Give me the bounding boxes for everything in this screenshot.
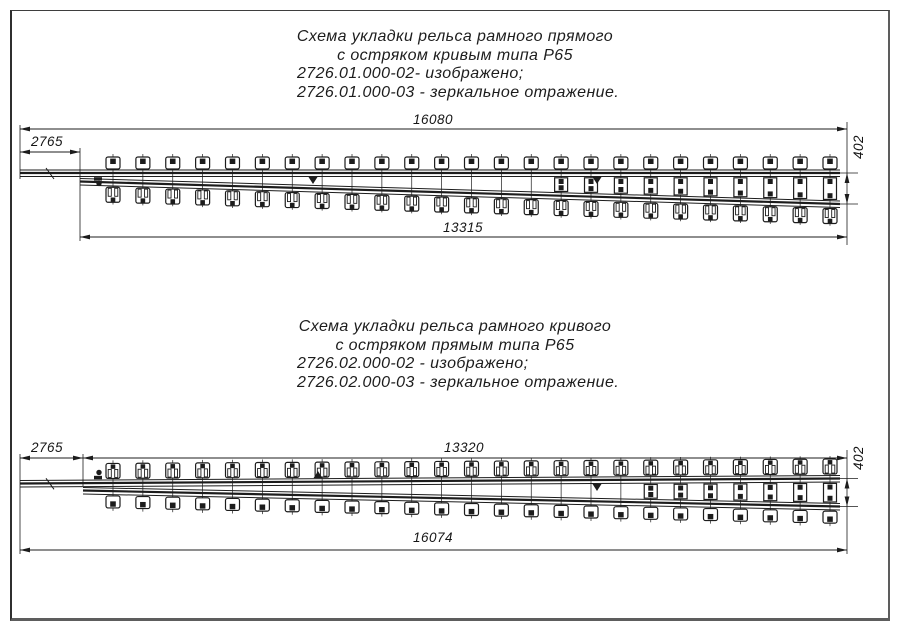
point-root-marker — [94, 469, 102, 480]
sleepers — [105, 456, 838, 527]
dim-span-1: 13315 — [442, 220, 484, 235]
sleeper — [463, 154, 480, 216]
sleeper — [165, 154, 181, 207]
diagram2-title-line1: Схема укладки рельса рамного кривого — [298, 318, 612, 335]
sleeper — [135, 460, 151, 512]
anticreeper-markers — [313, 471, 602, 491]
sleeper — [792, 154, 808, 225]
sleeper — [493, 154, 509, 216]
diagram2-title-line4: 2726.02.000-03 - зеркальное отражение. — [297, 373, 620, 391]
sleeper — [493, 458, 509, 520]
sleeper — [254, 154, 270, 209]
sleeper — [702, 456, 719, 524]
sleeper — [673, 456, 689, 523]
sleeper — [523, 457, 539, 520]
sleepers — [105, 154, 838, 226]
sleeper — [284, 154, 300, 210]
sleeper — [344, 154, 360, 212]
sleeper — [105, 154, 121, 205]
sleeper — [673, 154, 689, 222]
diagram2-title: Схема укладки рельса рамного кривого с о… — [240, 318, 670, 392]
rails — [20, 167, 841, 208]
diagram1-title: Схема укладки рельса рамного прямого с о… — [240, 28, 670, 102]
sleeper — [643, 457, 659, 523]
sleeper — [822, 154, 838, 226]
dim-total-length-2: 16074 — [412, 530, 454, 545]
sleeper — [762, 456, 778, 525]
sleeper — [195, 459, 211, 513]
sleeper — [732, 154, 748, 224]
sleeper — [135, 154, 151, 206]
dim-left-segment-2: 2765 — [30, 440, 64, 455]
sleeper — [404, 458, 420, 518]
sleeper — [613, 154, 629, 220]
sleeper — [195, 154, 211, 208]
sleeper — [314, 154, 330, 211]
dim-end-offset-2: 402 — [851, 445, 866, 471]
sleeper — [434, 458, 450, 518]
sleeper — [105, 460, 121, 511]
diagram1-title-line4: 2726.01.000-03 - зеркальное отражение. — [297, 83, 620, 101]
sleeper — [374, 154, 390, 213]
sleeper — [434, 154, 450, 215]
sleeper — [762, 154, 778, 224]
sleeper — [224, 459, 241, 514]
sleeper — [314, 459, 330, 516]
sleeper — [643, 154, 659, 221]
sleeper — [344, 458, 360, 516]
dim-span-2: 13320 — [443, 440, 485, 455]
dimension-lines — [19, 450, 858, 554]
sleeper — [583, 457, 599, 522]
diagram1-title-line3: 2726.01.000-02- изображено; — [297, 65, 524, 82]
rails — [19, 475, 841, 511]
sleeper — [523, 154, 539, 217]
rail-diagram-bottom — [19, 450, 858, 554]
sleeper — [702, 154, 719, 223]
sleeper — [553, 154, 569, 218]
sleeper — [732, 456, 748, 525]
diagram1-title-line1: Схема укладки рельса рамного прямого — [296, 28, 614, 45]
diagram2-title-line2: с остряком прямым типа Р65 — [335, 336, 575, 354]
dimension-lines — [19, 122, 858, 245]
sleeper — [404, 154, 420, 214]
sleeper — [224, 154, 241, 209]
sleeper — [254, 459, 270, 515]
sleeper — [583, 154, 599, 219]
dim-end-offset-1: 402 — [851, 134, 866, 160]
sleeper — [792, 456, 808, 526]
dim-left-segment-1: 2765 — [30, 134, 64, 149]
sleeper — [463, 458, 480, 519]
sleeper — [553, 457, 569, 521]
diagram2-title-line3: 2726.02.000-02 - изображено; — [297, 355, 529, 372]
sleeper — [822, 456, 838, 527]
diagram1-title-line2: с остряком кривым типа Р65 — [337, 46, 573, 64]
sleeper — [613, 457, 629, 522]
rail-diagram-top — [19, 122, 858, 245]
sleeper — [284, 459, 300, 515]
anticreeper-markers — [308, 177, 602, 184]
point-root-marker — [94, 177, 102, 187]
sleeper — [374, 458, 390, 517]
dim-total-length-1: 16080 — [412, 112, 454, 127]
